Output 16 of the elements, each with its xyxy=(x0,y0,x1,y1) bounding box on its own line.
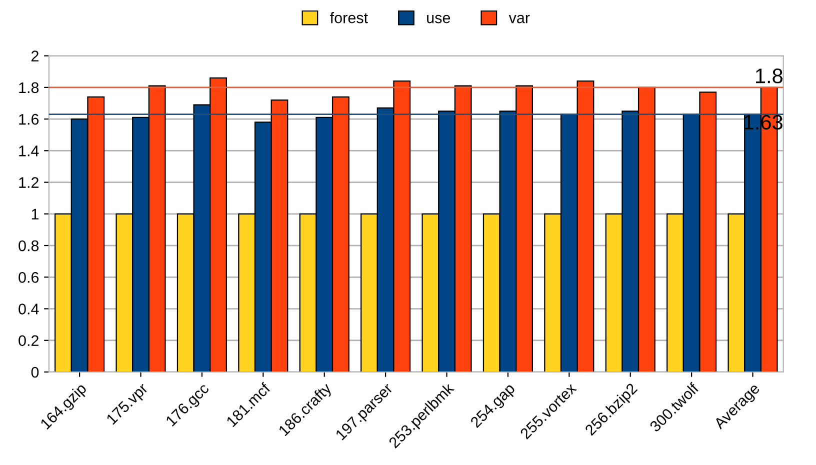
y-tick-label: 1.6 xyxy=(19,114,39,125)
legend-label: forest xyxy=(330,12,368,24)
ref-line-label: 1.63 xyxy=(744,114,782,130)
y-tick-label: 0 xyxy=(31,366,39,378)
y-tick-label: 1.2 xyxy=(19,177,38,188)
ref-line-label: 1.8 xyxy=(756,68,782,84)
legend-label: use xyxy=(427,14,450,24)
y-tick-label: 0.2 xyxy=(18,335,38,346)
y-tick-label: 0.6 xyxy=(18,272,39,283)
y-tick-label: 1.4 xyxy=(19,146,39,156)
y-tick-label: 0.8 xyxy=(18,240,39,252)
y-tick-label: 1 xyxy=(32,208,38,220)
legend-label: var xyxy=(508,14,530,24)
y-tick-label: 0.4 xyxy=(18,304,39,314)
y-tick-label: 1.8 xyxy=(19,82,39,94)
y-tick-label: 2 xyxy=(32,50,38,62)
